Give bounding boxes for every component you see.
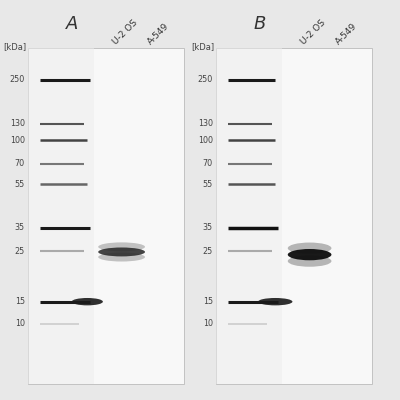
Text: 55: 55 <box>14 180 25 188</box>
Ellipse shape <box>98 248 145 256</box>
Text: 250: 250 <box>10 76 25 84</box>
Bar <box>28 48 184 384</box>
Text: 10: 10 <box>203 319 213 328</box>
Text: 130: 130 <box>10 119 25 128</box>
Text: 100: 100 <box>198 136 213 145</box>
Text: 100: 100 <box>10 136 25 145</box>
Text: 35: 35 <box>203 223 213 232</box>
Text: U-2 OS: U-2 OS <box>298 18 327 46</box>
Bar <box>216 48 372 384</box>
Text: 70: 70 <box>203 160 213 168</box>
Ellipse shape <box>288 242 332 254</box>
Ellipse shape <box>98 242 145 251</box>
Text: 130: 130 <box>198 119 213 128</box>
Bar <box>28 48 94 384</box>
Ellipse shape <box>258 298 292 305</box>
Text: 25: 25 <box>14 247 25 256</box>
Text: [kDa]: [kDa] <box>3 42 26 51</box>
Text: [kDa]: [kDa] <box>191 42 214 51</box>
Text: 25: 25 <box>202 247 213 256</box>
Text: 35: 35 <box>15 223 25 232</box>
Ellipse shape <box>288 256 332 267</box>
Text: 70: 70 <box>15 160 25 168</box>
Text: 15: 15 <box>15 297 25 306</box>
Text: 10: 10 <box>15 319 25 328</box>
Text: 55: 55 <box>202 180 213 188</box>
Text: U-2 OS: U-2 OS <box>110 18 139 46</box>
Text: 250: 250 <box>198 76 213 84</box>
Text: A-549: A-549 <box>334 21 359 46</box>
Text: B: B <box>254 15 266 33</box>
Text: A-549: A-549 <box>146 21 171 46</box>
Ellipse shape <box>72 298 103 305</box>
Text: 15: 15 <box>203 297 213 306</box>
Bar <box>216 48 282 384</box>
Ellipse shape <box>98 252 145 262</box>
Text: A: A <box>66 15 78 33</box>
Ellipse shape <box>288 249 332 260</box>
